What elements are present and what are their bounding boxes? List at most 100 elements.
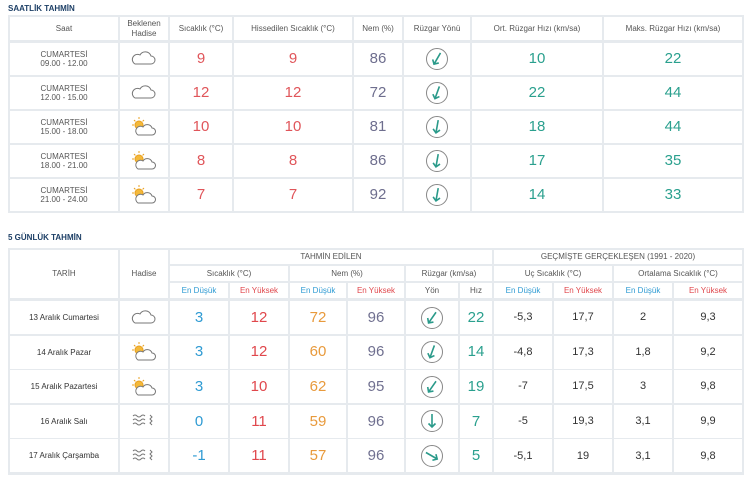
wind-direction-cell [406, 439, 458, 473]
event-cell [120, 404, 168, 438]
value-cell: 14 [460, 335, 492, 369]
value-cell: 95 [348, 370, 404, 404]
time-cell: CUMARTESİ 15.00 - 18.00 [10, 111, 118, 143]
value-cell: 19 [460, 370, 492, 404]
sub-header: En Yüksek [348, 283, 404, 298]
value-cell: 3 [614, 370, 672, 404]
column-header: Nem (%) [290, 266, 404, 281]
time-label: 15.00 - 18.00 [40, 127, 88, 136]
value-cell: 35 [604, 145, 742, 177]
group-header: GEÇMİŞTE GERÇEKLEŞEN (1991 - 2020) [494, 250, 742, 264]
time-cell: CUMARTESİ 21.00 - 24.00 [10, 179, 118, 211]
sub-header: En Düşük [290, 283, 346, 298]
weather-icon [131, 51, 156, 65]
column-header: Saat [10, 17, 118, 40]
time-cell: CUMARTESİ 12.00 - 15.00 [10, 77, 118, 109]
value-cell: 17,5 [554, 370, 612, 404]
wind-direction-cell [404, 77, 470, 109]
value-cell: -5,3 [494, 301, 552, 334]
value-cell: 9 [170, 43, 232, 75]
value-cell: 72 [354, 77, 402, 109]
event-cell [120, 179, 168, 211]
value-cell: 10 [472, 43, 602, 75]
value-cell: 3 [170, 335, 228, 369]
time-label: 18.00 - 21.00 [40, 161, 88, 170]
sub-header: En Yüksek [554, 283, 612, 298]
value-cell: 22 [604, 43, 742, 75]
value-cell: 22 [472, 77, 602, 109]
value-cell: 57 [290, 439, 346, 473]
weather-icon [132, 376, 156, 396]
column-header: Rüzgar (km/sa) [406, 266, 492, 281]
value-cell: 96 [348, 335, 404, 369]
sub-header: Yön [406, 283, 458, 298]
column-header: Ort. Rüzgar Hızı (km/sa) [472, 17, 602, 40]
value-cell: 86 [354, 43, 402, 75]
value-cell: 3,1 [614, 439, 672, 473]
value-cell: 96 [348, 404, 404, 438]
value-cell: 22 [460, 301, 492, 334]
value-cell: 3 [170, 301, 228, 334]
value-cell: 17,7 [554, 301, 612, 334]
value-cell: 9,9 [674, 404, 742, 438]
wind-direction-cell [404, 111, 470, 143]
wind-direction-cell [406, 370, 458, 404]
column-header: Ortalama Sıcaklık (°C) [614, 266, 742, 281]
value-cell: 7 [170, 179, 232, 211]
value-cell: 11 [230, 439, 288, 473]
column-header: TARİH [10, 250, 118, 298]
column-header: Rüzgar Yönü [404, 17, 470, 40]
value-cell: 12 [230, 335, 288, 369]
value-cell: 60 [290, 335, 346, 369]
value-cell: 96 [348, 439, 404, 473]
weather-icon [132, 414, 153, 426]
value-cell: -5 [494, 404, 552, 438]
date-cell: 16 Aralık Salı [10, 404, 118, 438]
value-cell: 8 [234, 145, 352, 177]
value-cell: 9,3 [674, 301, 742, 334]
sub-header: En Düşük [494, 283, 552, 298]
event-cell [120, 301, 168, 334]
value-cell: 9,8 [674, 439, 742, 473]
value-cell: 44 [604, 111, 742, 143]
wind-arrow [421, 444, 443, 467]
section-title: SAATLİK TAHMİN [8, 4, 75, 13]
value-cell: 10 [170, 111, 232, 143]
weather-icon [132, 117, 156, 136]
column-header: Maks. Rüzgar Hızı (km/sa) [604, 17, 742, 40]
value-cell: 10 [230, 370, 288, 404]
time-cell: CUMARTESİ 09.00 - 12.00 [10, 43, 118, 75]
time-label: 12.00 - 15.00 [40, 93, 88, 102]
value-cell: 17,3 [554, 335, 612, 369]
value-cell: 44 [604, 77, 742, 109]
event-cell [120, 111, 168, 143]
event-cell [120, 335, 168, 369]
value-cell: 14 [472, 179, 602, 211]
value-cell: 81 [354, 111, 402, 143]
value-cell: 18 [472, 111, 602, 143]
value-cell: 5 [460, 439, 492, 473]
weather-icon [132, 449, 153, 461]
value-cell: 0 [170, 404, 228, 438]
value-cell: 11 [230, 404, 288, 438]
value-cell: 7 [234, 179, 352, 211]
value-cell: 12 [234, 77, 352, 109]
event-cell [120, 77, 168, 109]
event-cell [120, 43, 168, 75]
value-cell: 10 [234, 111, 352, 143]
day-label: CUMARTESİ [40, 117, 88, 127]
wind-arrow [421, 306, 443, 329]
wind-direction-cell [406, 404, 458, 438]
weather-icon [131, 309, 156, 323]
sub-header: En Yüksek [674, 283, 742, 298]
value-cell: -5,1 [494, 439, 552, 473]
wind-arrow [426, 116, 448, 138]
wind-arrow [426, 82, 448, 104]
value-cell: 12 [230, 301, 288, 334]
time-label: 09.00 - 12.00 [40, 59, 88, 68]
wind-arrow [421, 341, 443, 364]
column-header: Hissedilen Sıcaklık (°C) [234, 17, 352, 40]
value-cell: 3,1 [614, 404, 672, 438]
sub-header: En Düşük [614, 283, 672, 298]
